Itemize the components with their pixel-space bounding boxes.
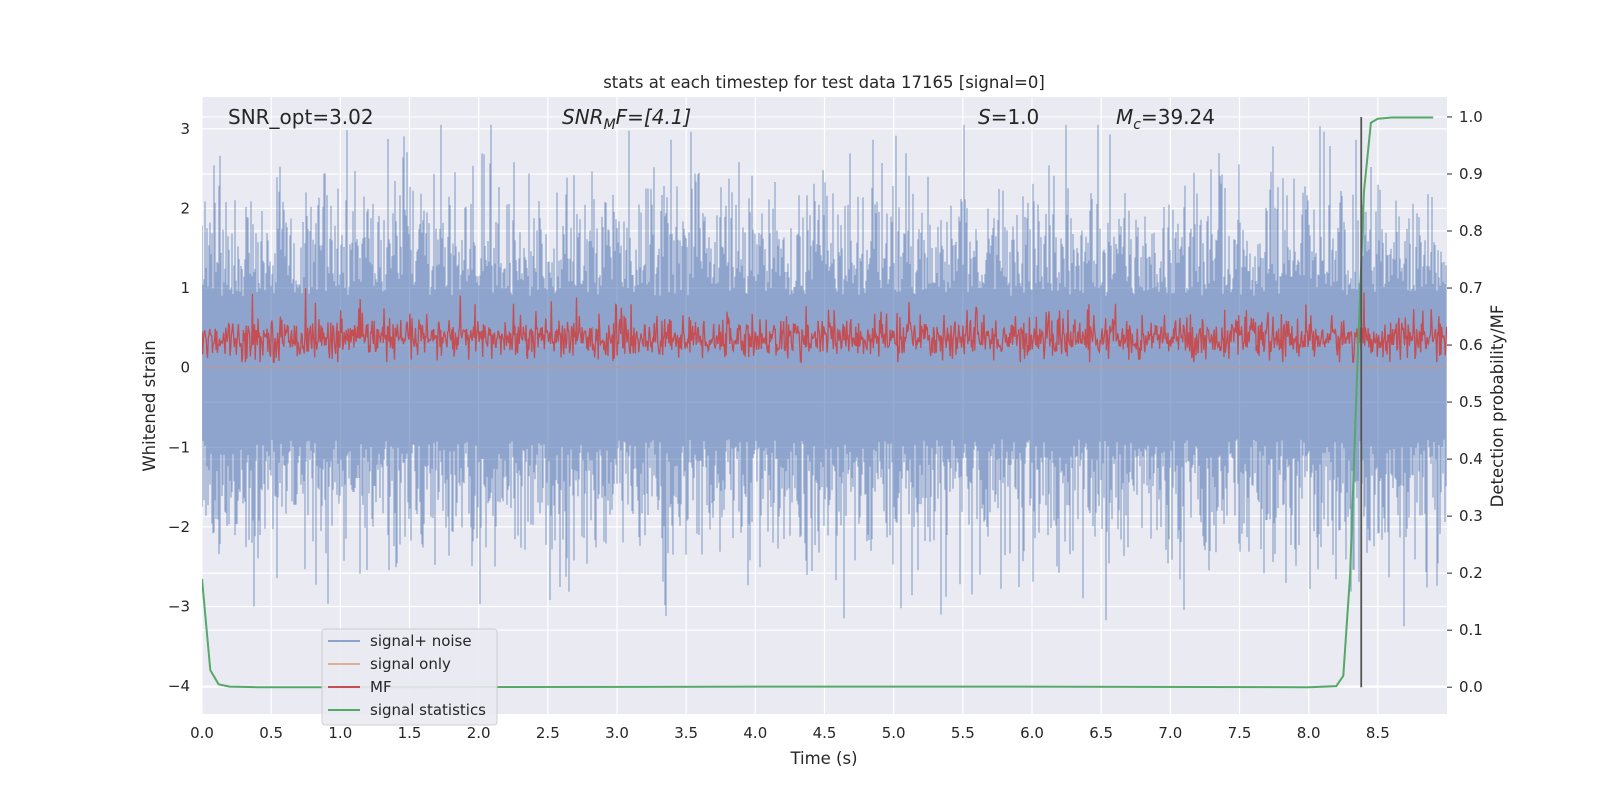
snr-opt-annotation: SNR_opt=3.02 — [228, 105, 374, 129]
snr-mf-sub: M — [604, 117, 616, 133]
x-tick-label: 7.5 — [1228, 724, 1252, 742]
y2-tick-label: 0.8 — [1459, 222, 1483, 240]
x-tick-label: 1.5 — [398, 724, 422, 742]
y-axis-label: Whitened strain — [140, 340, 159, 471]
snr-mf-annotation: SNRMF=[4.1] — [562, 105, 691, 133]
y2-tick-label: 0.9 — [1459, 165, 1483, 183]
y-tick-label: −4 — [168, 677, 190, 695]
x-tick-label: 7.0 — [1158, 724, 1182, 742]
y2-tick-label: 0.6 — [1459, 336, 1483, 354]
x-tick-label: 1.0 — [328, 724, 352, 742]
mf-line — [202, 288, 1447, 364]
mc-symbol: M — [1116, 105, 1133, 129]
y-tick-label: 2 — [180, 199, 190, 217]
legend: signal+ noise signal only MF signal stat… — [321, 628, 498, 726]
y-tick-label: 1 — [180, 279, 190, 297]
y-tick-label: 3 — [180, 120, 190, 138]
x-tick-label: 5.5 — [951, 724, 975, 742]
x-tick-label: 4.5 — [813, 724, 837, 742]
y2-tick-label: 0.1 — [1459, 621, 1483, 639]
x-tick-label: 8.0 — [1297, 724, 1321, 742]
y2-tick-label: 0.5 — [1459, 393, 1483, 411]
y-tick-label: −1 — [168, 438, 190, 456]
mf-series — [202, 288, 1447, 364]
x-tick-label: 8.5 — [1366, 724, 1390, 742]
signal-statistics-line — [202, 116, 1434, 689]
x-tick-label: 2.0 — [467, 724, 491, 742]
s-symbol: S — [978, 105, 991, 129]
legend-box — [321, 628, 498, 726]
mc-sub: c — [1133, 117, 1141, 133]
x-tick-label: 2.5 — [536, 724, 560, 742]
y-tick-label: −3 — [168, 598, 190, 616]
x-tick-label: 6.0 — [1020, 724, 1044, 742]
y-tick-label: −2 — [168, 518, 190, 536]
chart-title: stats at each timestep for test data 171… — [603, 73, 1045, 92]
y-axis-ticks: 3 2 1 0 −1 −2 −3 −4 — [168, 120, 190, 695]
x-tick-label: 3.5 — [674, 724, 698, 742]
mc-annotation: Mc=39.24 — [1116, 105, 1215, 133]
y2-axis-label: Detection probability/MF — [1488, 305, 1507, 508]
legend-label-mf: MF — [370, 678, 392, 696]
y-tick-label: 0 — [180, 359, 190, 377]
x-tick-label: 6.5 — [1089, 724, 1113, 742]
y2-tick-label: 0.2 — [1459, 564, 1483, 582]
x-tick-label: 0.0 — [190, 724, 214, 742]
legend-label-signal-noise: signal+ noise — [370, 632, 472, 650]
s-value: =1.0 — [991, 105, 1040, 129]
x-axis-label: Time (s) — [789, 749, 857, 768]
y2-tick-label: 1.0 — [1459, 108, 1483, 126]
s-annotation: S=1.0 — [978, 105, 1039, 129]
y2-tick-label: 0.7 — [1459, 279, 1483, 297]
x-tick-label: 0.5 — [259, 724, 283, 742]
snr-mf-rest: F=[4.1] — [616, 105, 692, 129]
signal-statistics-series — [202, 116, 1434, 689]
x-tick-label: 4.0 — [743, 724, 767, 742]
legend-label-signal-statistics: signal statistics — [370, 701, 486, 719]
snr-mf-base: SNR — [562, 105, 604, 129]
x-tick-label: 5.0 — [882, 724, 906, 742]
y2-tick-label: 0.4 — [1459, 450, 1483, 468]
y2-tick-label: 0.0 — [1459, 678, 1483, 696]
legend-label-signal-only: signal only — [370, 655, 451, 673]
y2-axis-ticks: 1.0 0.9 0.8 0.7 0.6 0.5 0.4 0.3 0.2 0.1 0.0 — [1447, 108, 1483, 696]
y2-tick-label: 0.3 — [1459, 507, 1483, 525]
mc-value: =39.24 — [1141, 105, 1215, 129]
x-tick-label: 3.0 — [605, 724, 629, 742]
x-axis-ticks: 0.0 0.5 1.0 1.5 2.0 2.5 3.0 3.5 4.0 4.5 5.0 5.5 6.0 6… — [190, 724, 1390, 742]
